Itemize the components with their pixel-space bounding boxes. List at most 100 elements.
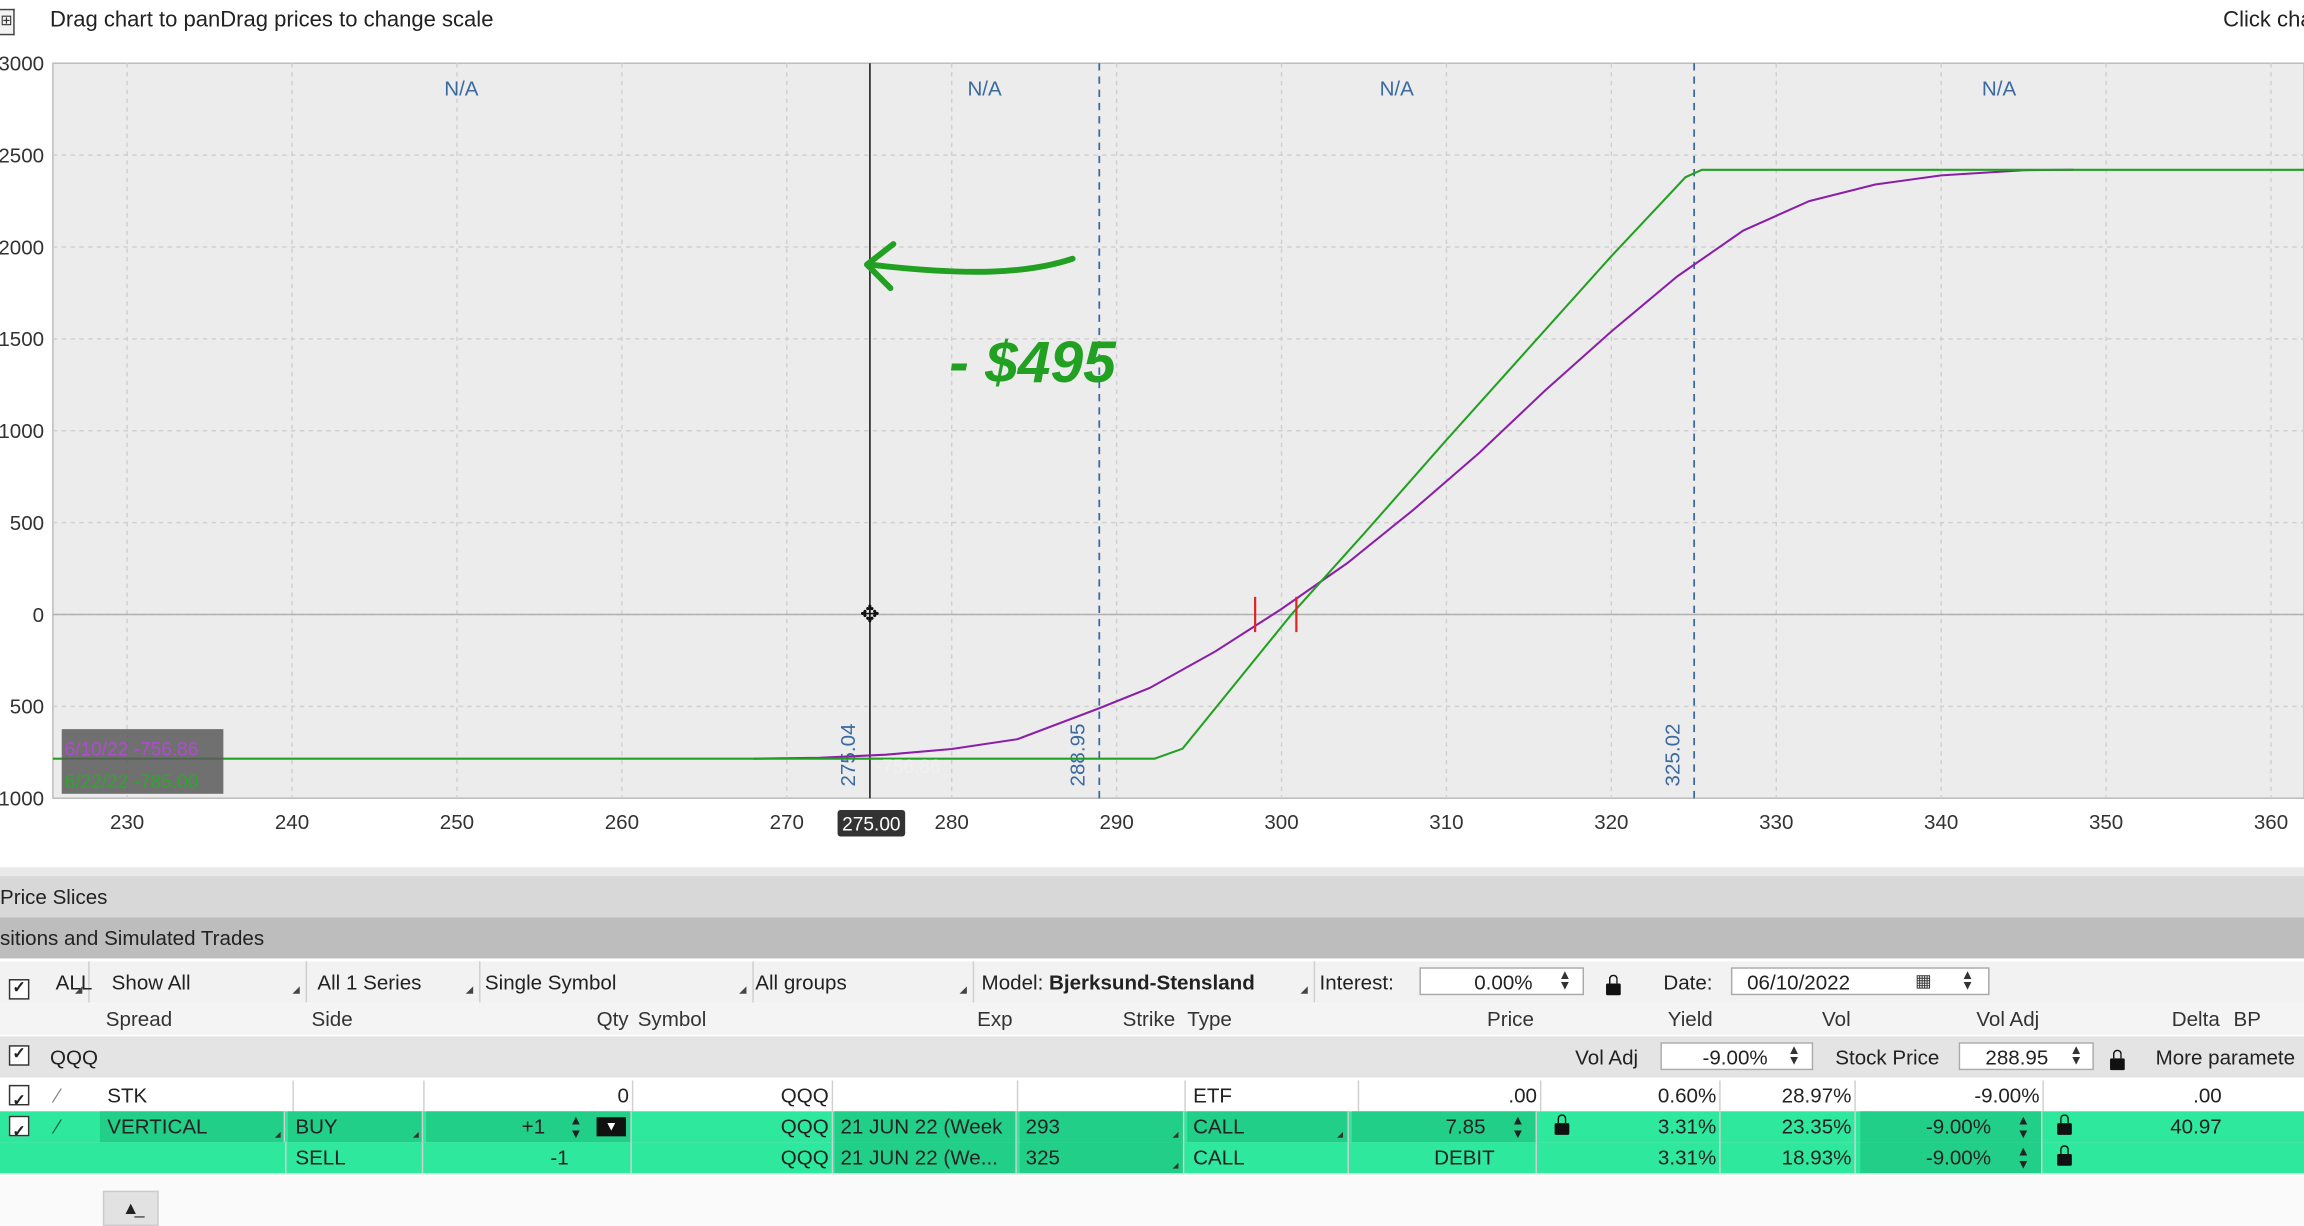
col-qty[interactable]: Qty xyxy=(596,1006,629,1031)
strike-cell[interactable]: 325 xyxy=(1019,1142,1185,1174)
annotation-arrow xyxy=(866,255,1076,275)
stock-price-stepper[interactable]: ▲ ▼ xyxy=(2069,1042,2083,1068)
strike-cell[interactable]: 293 xyxy=(1019,1111,1185,1143)
symbol-mode-select[interactable]: Single Symbol xyxy=(473,961,754,1003)
all-filter[interactable]: ✓ ALL xyxy=(8,961,92,1003)
price-cell[interactable]: 7.85 xyxy=(1351,1111,1537,1143)
qty-dropdown-button[interactable]: ▼ xyxy=(596,1117,626,1137)
col-bp[interactable]: BP xyxy=(2233,1006,2261,1031)
col-exp[interactable]: Exp xyxy=(977,1006,1013,1031)
vol-adj-stepper[interactable]: ▲ ▼ xyxy=(2016,1143,2030,1172)
price-slices-header[interactable]: Price Slices xyxy=(0,876,2304,918)
move-cursor-icon: ✥ xyxy=(860,601,880,627)
groups-select[interactable]: All groups xyxy=(744,961,975,1003)
region-label: N/A xyxy=(444,78,479,101)
all-checkbox[interactable]: ✓ xyxy=(8,979,30,1000)
vol-adj-cell[interactable]: -9.00% xyxy=(1860,1142,2043,1174)
qty-cell[interactable]: 0 xyxy=(426,1080,634,1112)
chart-line-icon[interactable]: ⁄ xyxy=(55,1114,60,1138)
col-symbol[interactable]: Symbol xyxy=(637,1006,707,1031)
type-cell: ETF xyxy=(1187,1080,1360,1112)
price-cell[interactable]: .00 xyxy=(1352,1080,1542,1112)
spread-dropdown-icon[interactable] xyxy=(274,1131,281,1138)
vol-adj-lock-icon[interactable] xyxy=(2057,1114,2072,1135)
panel-splitter[interactable] xyxy=(0,867,2304,880)
col-vol[interactable]: Vol xyxy=(1822,1006,1851,1031)
vol-adj-cell[interactable]: -9.00% xyxy=(1860,1111,2043,1143)
marker-line-label: 325.02 xyxy=(1661,724,1684,787)
chart-toolbar: ⊞ Drag chart to panDrag prices to change… xyxy=(0,0,2304,45)
col-type[interactable]: Type xyxy=(1187,1006,1232,1031)
col-side[interactable]: Side xyxy=(311,1006,353,1031)
chart-hint: Drag chart to panDrag prices to change s… xyxy=(49,7,494,33)
side-dropdown-icon[interactable] xyxy=(412,1131,419,1138)
show-all-select[interactable]: Show All xyxy=(100,961,308,1003)
panel-toggle-icon[interactable]: ⊞ xyxy=(0,8,15,36)
col-strike[interactable]: Strike xyxy=(1122,1006,1176,1031)
col-yield[interactable]: Yield xyxy=(1667,1006,1713,1031)
date-stepper[interactable]: ▲ ▼ xyxy=(1960,967,1975,993)
region-label: N/A xyxy=(967,78,1002,101)
model-value: Bjerksund-Stensland xyxy=(1049,970,1255,994)
y-tick-label: 0 xyxy=(33,604,44,627)
more-parameters-link[interactable]: More paramete xyxy=(2155,1045,2296,1069)
vol-adj-cell[interactable]: -9.00% xyxy=(1860,1080,2044,1112)
vol-adj-lock-icon[interactable] xyxy=(2057,1145,2072,1166)
price-lock-icon[interactable] xyxy=(1554,1114,1570,1135)
calendar-icon[interactable]: ▦ xyxy=(1915,970,1932,991)
col-vol-adj[interactable]: Vol Adj xyxy=(1976,1006,2040,1031)
side-cell[interactable]: BUY xyxy=(288,1111,424,1143)
legend-box xyxy=(61,729,224,794)
side-cell: SELL xyxy=(288,1142,424,1174)
col-spread[interactable]: Spread xyxy=(105,1006,173,1031)
interest-lock-icon[interactable] xyxy=(1606,974,1621,996)
interest-stepper[interactable]: ▲ ▼ xyxy=(1558,967,1572,993)
strike-dropdown-icon[interactable] xyxy=(1172,1131,1179,1138)
x-tick-label: 250 xyxy=(440,811,474,834)
interest-input[interactable]: 0.00% xyxy=(1419,967,1585,996)
col-price[interactable]: Price xyxy=(1487,1006,1534,1031)
yield-cell: 3.31% xyxy=(1584,1142,1721,1174)
positions-header[interactable]: sitions and Simulated Trades xyxy=(0,917,2304,959)
col-delta[interactable]: Delta xyxy=(2171,1006,2220,1031)
exp-cell[interactable]: 21 JUN 22 (Week xyxy=(834,1111,1017,1143)
stock-price-lock-icon[interactable] xyxy=(2110,1049,2125,1071)
group-vol-adj-input[interactable]: -9.00% xyxy=(1660,1042,1814,1071)
table-row[interactable]: SELL -1 QQQ 21 JUN 22 (We... 325 CALL DE… xyxy=(0,1142,2304,1175)
type-dropdown-icon[interactable] xyxy=(1337,1131,1344,1138)
region-label: N/A xyxy=(1380,78,1415,101)
symbol-cell: QQQ xyxy=(635,1111,834,1143)
price-stepper[interactable]: ▲ ▼ xyxy=(1511,1112,1525,1141)
vol-adj-stepper[interactable]: ▲ ▼ xyxy=(2016,1112,2030,1141)
x-tick-label: 300 xyxy=(1264,811,1298,834)
risk-profile-chart[interactable]: 230 240 250 260 270 280 290 300 310 320 330 340 350 3… xyxy=(0,44,2304,867)
collapse-panel-button[interactable]: ▲̲ xyxy=(102,1190,159,1226)
group-vol-adj-stepper[interactable]: ▲ ▼ xyxy=(1787,1042,1801,1068)
plot-area[interactable] xyxy=(52,62,2304,799)
groups-value: All groups xyxy=(755,970,847,994)
table-row[interactable]: ✓ ⁄ VERTICAL BUY +1 ▲ ▼ ▼ QQQ 21 JUN 22 (… xyxy=(0,1111,2304,1144)
stock-price-input[interactable]: 288.95 xyxy=(1958,1042,2094,1071)
type-cell[interactable]: CALL xyxy=(1187,1111,1349,1143)
chart-click-hint[interactable]: Click cha xyxy=(2223,7,2304,33)
row-checkbox[interactable]: ✓ xyxy=(8,1115,30,1141)
x-tick-label: 230 xyxy=(110,811,144,834)
interest-label: Interest: xyxy=(1319,970,1394,994)
strike-dropdown-icon[interactable] xyxy=(1172,1162,1179,1169)
table-row[interactable]: ✓ ⁄ STK 0 QQQ ETF .00 0.60% 28.97% -9.00… xyxy=(0,1080,2304,1113)
y-tick-label: 500 xyxy=(10,512,44,535)
chart-line-icon[interactable]: ⁄ xyxy=(55,1083,60,1107)
group-row-qqq[interactable]: ✓ QQQ Vol Adj -9.00% ▲ ▼ Stock Price 288.… xyxy=(0,1036,2304,1078)
symbol-cell: QQQ xyxy=(635,1142,834,1174)
row-checkbox[interactable]: ✓ xyxy=(8,1084,30,1110)
date-input[interactable]: 06/10/2022 xyxy=(1730,967,1990,996)
spread-cell[interactable]: VERTICAL xyxy=(99,1111,286,1143)
group-checkbox[interactable]: ✓ xyxy=(8,1045,30,1066)
qty-stepper[interactable]: ▲ ▼ xyxy=(569,1112,583,1141)
exp-cell[interactable]: 21 JUN 22 (We... xyxy=(834,1142,1017,1174)
price-cell: DEBIT xyxy=(1352,1142,1537,1174)
positions-column-header: Spread Side Qty Symbol Exp Strike Type P… xyxy=(0,1002,2304,1035)
series-select[interactable]: All 1 Series xyxy=(306,961,481,1003)
model-select[interactable]: Model: Bjerksund-Stensland xyxy=(970,961,1316,1003)
